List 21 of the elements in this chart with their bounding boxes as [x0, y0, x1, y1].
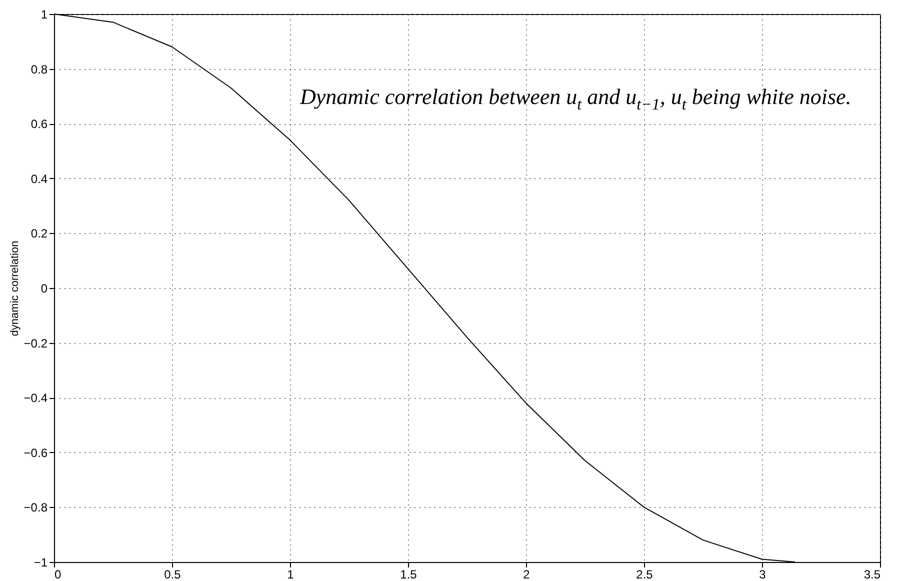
- y-tick-label: −0.4: [24, 391, 48, 406]
- y-tick-label: −0.6: [24, 446, 48, 460]
- x-tick-label: 1.5: [400, 568, 418, 581]
- y-tick-label: −1: [34, 556, 48, 570]
- y-tick-label: −0.8: [24, 500, 48, 515]
- y-tick-label: 0.2: [30, 226, 48, 241]
- y-axis-title: dynamic correlation: [8, 240, 21, 336]
- x-tick-label: 3.5: [864, 568, 881, 581]
- x-tick-label: 2.5: [636, 568, 654, 581]
- y-tick-label: 1: [40, 8, 48, 22]
- x-tick-label: 1: [287, 568, 294, 581]
- x-tick-label: 2: [523, 568, 530, 581]
- x-tick-label: 3: [759, 568, 766, 581]
- y-tick-label: 0.4: [30, 172, 48, 186]
- y-tick-label: 0.8: [30, 62, 48, 76]
- x-tick-label: 0.5: [164, 568, 182, 581]
- y-tick-label: 0.6: [30, 117, 48, 132]
- y-tick-label: −0.2: [24, 336, 48, 350]
- x-tick-label: 0: [54, 568, 62, 581]
- caption-text: Dynamic correlation between u$_{t}$ and u$_{t−1}$, u$_{t}$ being white noise.: [300, 84, 852, 114]
- y-tick-label: 0: [40, 282, 48, 296]
